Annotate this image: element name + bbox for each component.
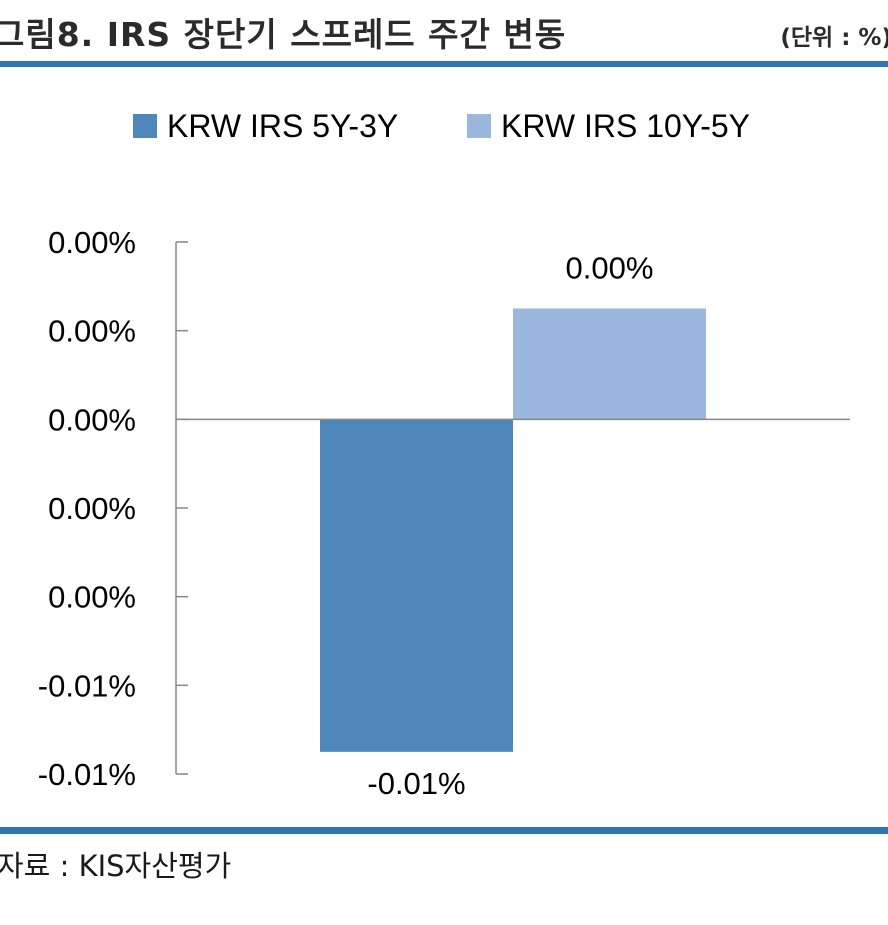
data-label-series-1: -0.01% <box>367 766 465 801</box>
y-axis: 0.00% 0.00% 0.00% 0.00% 0.00% -0.01% -0.01% <box>38 225 188 792</box>
data-label-group: -0.01% 0.00% <box>367 251 653 801</box>
y-tick-label: 0.00% <box>48 314 136 349</box>
figure-header: 그림8. IRS 장단기 스프레드 주간 변동 (단위 : %) <box>0 0 888 62</box>
y-tick-label: 0.00% <box>48 402 136 437</box>
y-tick-label: -0.01% <box>38 668 136 703</box>
bar-series-2 <box>513 308 706 420</box>
y-tick-label: -0.01% <box>38 757 136 792</box>
y-tick-label: 0.00% <box>48 491 136 526</box>
source-note: 자료 : KIS자산평가 <box>0 849 232 883</box>
figure-unit: (단위 : %) <box>780 25 888 51</box>
chart-legend: KRW IRS 5Y-3Y KRW IRS 10Y-5Y <box>133 108 750 144</box>
y-tick-label: 0.00% <box>48 580 136 615</box>
header-rule <box>0 61 888 67</box>
spread-bar-chart: KRW IRS 5Y-3Y KRW IRS 10Y-5Y 0.00%0.00%0.… <box>38 108 850 801</box>
legend-swatch-2 <box>467 114 491 138</box>
data-label-series-2: 0.00% <box>566 251 654 286</box>
legend-label-2: KRW IRS 10Y-5Y <box>501 108 750 144</box>
bar-series-1 <box>320 419 513 752</box>
bar-group <box>320 308 706 752</box>
legend-swatch-1 <box>133 114 157 138</box>
y-tick-label: 0.00% <box>48 225 136 260</box>
legend-label-1: KRW IRS 5Y-3Y <box>167 108 398 144</box>
footer-rule <box>0 827 888 834</box>
figure-title: 그림8. IRS 장단기 스프레드 주간 변동 <box>0 15 567 54</box>
